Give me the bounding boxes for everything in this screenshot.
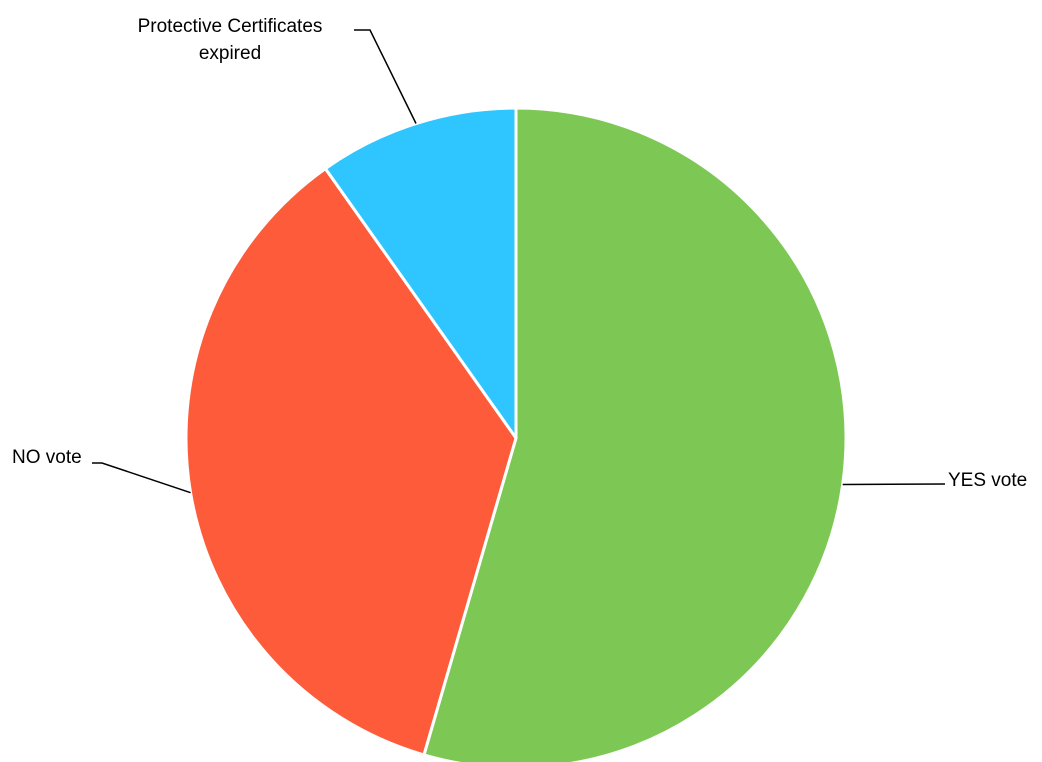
slice-label-no-vote: NO vote: [12, 447, 82, 468]
leader-line-yes-vote: [842, 483, 946, 486]
slice-label-protective-certificates-expired: Protective Certificates expired: [138, 16, 323, 64]
leader-lines: [92, 29, 946, 494]
slice-labels: YES vote NO vote Protective Certificates ex…: [12, 16, 1027, 491]
pie-slice-yes-vote: [422, 106, 848, 762]
leader-line-protective-certificates-expired: [354, 29, 417, 124]
leader-line-no-vote: [92, 462, 191, 494]
slice-label-line: Protective Certificates: [138, 16, 323, 37]
pie-slices: [184, 106, 848, 762]
pie-slice-no-vote: [184, 167, 518, 757]
slice-label-yes-vote: YES vote: [948, 470, 1027, 491]
pie-slice-protective-certificates-expired: [323, 106, 518, 440]
slice-label-line: expired: [199, 43, 261, 64]
